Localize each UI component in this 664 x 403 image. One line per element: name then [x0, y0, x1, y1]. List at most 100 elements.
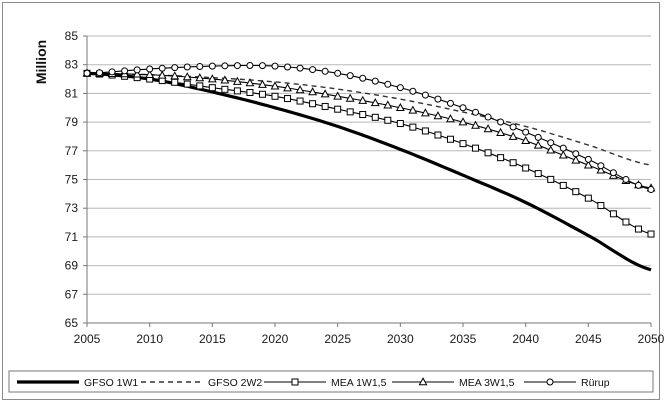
series-3-point-2013 [183, 80, 191, 88]
series-4-point-2038 [496, 127, 506, 136]
series-5-point-2008 [121, 67, 129, 75]
legend-label-2: GFSO 2W2 [208, 377, 262, 389]
legend-marker-5 [546, 378, 554, 386]
series-4-point-2017 [232, 76, 242, 85]
series-3-point-2030 [396, 120, 404, 128]
series-3-point-2050 [647, 230, 655, 238]
series-5-point-2034 [446, 99, 454, 107]
series-5-point-2030 [396, 84, 404, 92]
series-5-point-2015 [208, 62, 216, 70]
series-5-point-2012 [171, 64, 179, 72]
series-5-point-2040 [522, 128, 530, 136]
series-3-point-2022 [296, 97, 304, 105]
series-3-point-2031 [409, 123, 417, 131]
legend-label-3: MEA 1W1,5 [331, 377, 387, 389]
x-tick-2020: 2020 [262, 332, 289, 346]
series-4-point-2021 [283, 83, 292, 92]
series-5-point-2022 [296, 64, 304, 72]
x-tick-2005: 2005 [74, 332, 101, 346]
series-4-point-2009 [132, 69, 142, 78]
series-1 [86, 71, 652, 272]
series-5-point-2033 [434, 95, 442, 103]
series-4-point-2026 [345, 93, 355, 102]
series-5-point-2049 [634, 181, 642, 189]
series-4-point-2031 [408, 105, 418, 114]
series-4-point-2016 [220, 75, 230, 84]
legend-entry-4: MEA 3W1,5 [392, 377, 515, 389]
series-3 [83, 69, 655, 238]
series-5-point-2037 [484, 113, 492, 121]
series-3-point-2038 [497, 154, 505, 162]
x-tick-2015: 2015 [199, 332, 226, 346]
y-axis-label: Million [33, 40, 49, 84]
series-line-2 [86, 72, 652, 166]
series-4-point-2011 [157, 70, 167, 79]
series-4 [82, 68, 656, 192]
series-4-point-2041 [533, 140, 543, 149]
series-3-point-2036 [472, 144, 480, 152]
legend-entry-3: MEA 1W1,5 [264, 377, 387, 389]
y-tick-71: 71 [65, 230, 79, 244]
series-5-point-2039 [509, 123, 517, 131]
series-3-point-2020 [271, 92, 279, 100]
series-3-point-2012 [171, 78, 179, 86]
series-5-point-2042 [547, 139, 555, 147]
legend-entry-5: Rürup [524, 377, 610, 389]
legend-box [8, 370, 654, 393]
legend-label-4: MEA 3W1,5 [459, 377, 515, 389]
series-5-point-2050 [647, 186, 655, 194]
series-3-point-2046 [597, 202, 605, 210]
series-5-point-2023 [309, 66, 317, 74]
series-4-point-2023 [308, 87, 318, 96]
series-5-point-2035 [459, 104, 467, 112]
series-5-point-2010 [146, 65, 154, 73]
y-tick-85: 85 [65, 29, 79, 43]
series-5-point-2014 [196, 63, 204, 71]
series-3-point-2018 [246, 89, 254, 97]
series-4-point-2045 [583, 160, 593, 169]
series-3-point-2040 [522, 164, 530, 172]
series-5-point-2038 [497, 118, 505, 126]
series-3-point-2042 [547, 175, 555, 183]
series-3-point-2032 [421, 127, 429, 135]
x-tick-2045: 2045 [575, 332, 602, 346]
series-4-point-2043 [558, 150, 568, 159]
series-line-5 [86, 64, 652, 191]
series-5-point-2006 [96, 69, 104, 77]
series-4-point-2024 [320, 89, 330, 98]
y-tick-83: 83 [65, 58, 79, 72]
series-3-point-2039 [509, 159, 517, 167]
series-3-point-2037 [484, 149, 492, 157]
chart-frame [2, 2, 660, 400]
y-tick-73: 73 [65, 201, 79, 215]
series-5-point-2028 [371, 77, 379, 85]
series-5-point-2011 [158, 64, 166, 72]
legend-label-1: GFSO 1W1 [84, 377, 138, 389]
series-3-point-2017 [233, 87, 241, 95]
x-tick-2040: 2040 [512, 332, 539, 346]
y-tick-65: 65 [65, 316, 79, 330]
series-3-point-2016 [221, 85, 229, 93]
series-3-point-2035 [459, 140, 467, 148]
series-5-point-2005 [83, 69, 91, 77]
series-5-point-2026 [346, 72, 354, 80]
series-line-1 [86, 71, 652, 272]
series-4-point-2029 [383, 100, 393, 109]
legend-marker-4 [418, 377, 428, 386]
series-5-point-2044 [572, 150, 580, 158]
series-5-point-2027 [359, 74, 367, 82]
legend-marker-3 [291, 378, 299, 386]
legend-label-5: Rürup [581, 377, 610, 389]
series-3-point-2048 [622, 218, 630, 226]
legend: GFSO 1W1 GFSO 2W2 MEA 1W1,5 MEA 3W1,5 Rürup [8, 370, 654, 393]
series-4-point-2035 [458, 117, 468, 126]
legend-entry-1: GFSO 1W1 [17, 377, 138, 389]
series-4-point-2013 [182, 72, 192, 81]
series-3-point-2045 [584, 194, 592, 202]
series-4-point-2032 [420, 108, 430, 117]
y-tick-79: 79 [65, 115, 79, 129]
series-layer [82, 61, 656, 272]
series-3-point-2028 [371, 113, 379, 121]
series-4-point-2025 [333, 91, 343, 100]
series-4-point-2010 [145, 69, 155, 79]
